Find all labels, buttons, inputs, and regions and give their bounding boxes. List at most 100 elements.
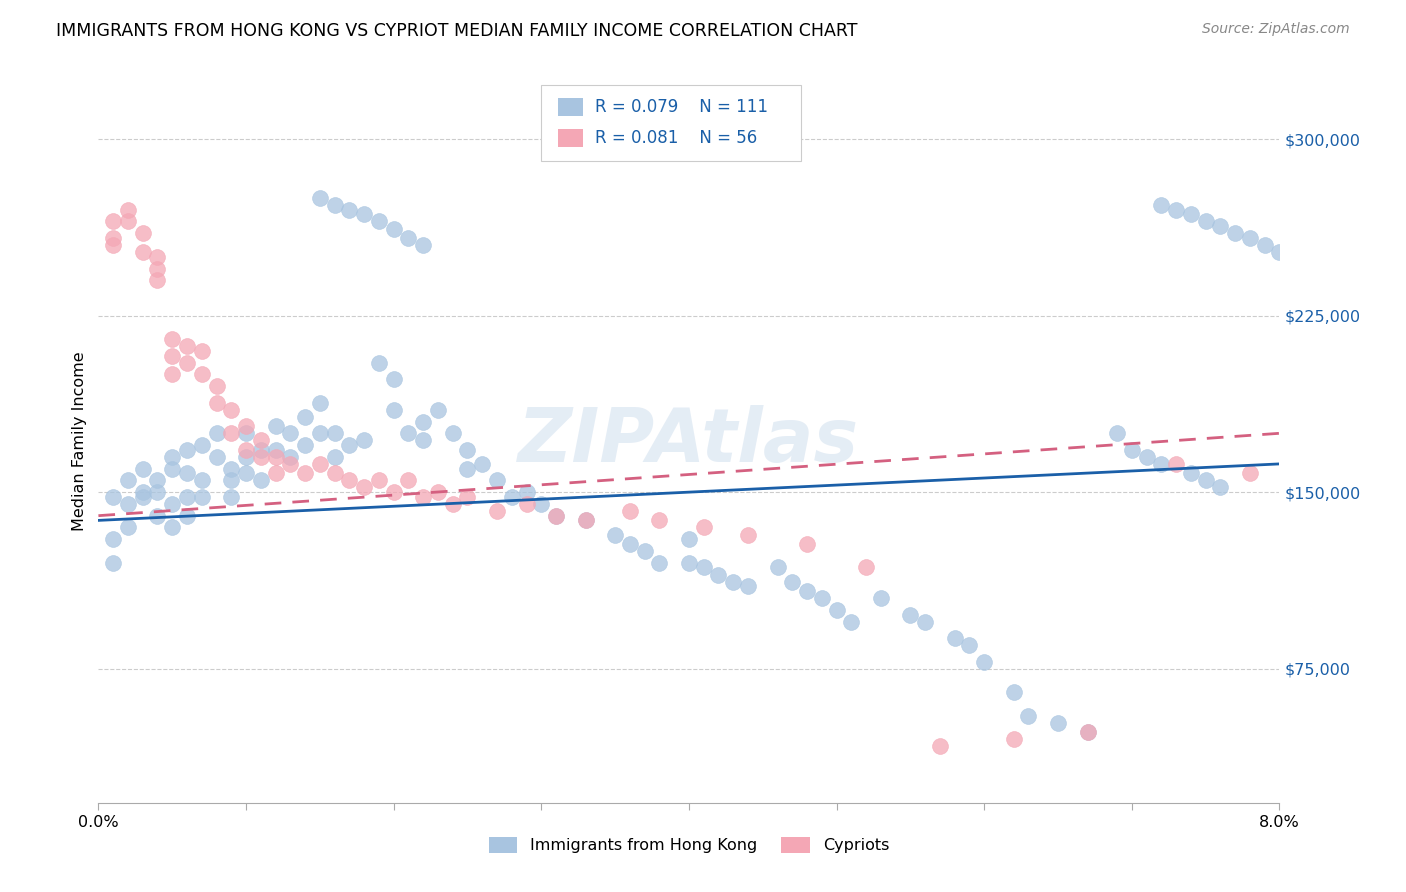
Point	[1254, 238, 1277, 252]
Point	[221, 426, 243, 441]
Point	[1121, 442, 1143, 457]
Point	[605, 527, 627, 541]
Point	[546, 508, 568, 523]
Point	[412, 490, 434, 504]
Point	[205, 450, 228, 464]
Point	[1002, 685, 1025, 699]
Point	[841, 615, 863, 629]
Point	[1166, 202, 1188, 217]
Point	[441, 426, 464, 441]
Point	[176, 467, 198, 481]
Point	[782, 574, 804, 589]
Point	[103, 556, 125, 570]
Legend: Immigrants from Hong Kong, Cypriots: Immigrants from Hong Kong, Cypriots	[482, 830, 896, 860]
Point	[1225, 226, 1247, 240]
Point	[162, 461, 183, 475]
Point	[250, 434, 273, 448]
Point	[221, 461, 243, 475]
Point	[1077, 725, 1099, 739]
Point	[796, 537, 818, 551]
Point	[103, 231, 125, 245]
Point	[235, 419, 257, 434]
Point	[516, 497, 538, 511]
Point	[368, 356, 391, 370]
Point	[250, 442, 273, 457]
Point	[457, 490, 479, 504]
Point	[117, 497, 139, 511]
Point	[162, 368, 183, 382]
Point	[1150, 457, 1173, 471]
Point	[250, 474, 273, 488]
Point	[205, 426, 228, 441]
Text: ZIPAtlas: ZIPAtlas	[519, 405, 859, 478]
Point	[398, 474, 420, 488]
Point	[339, 202, 361, 217]
Point	[132, 490, 155, 504]
Point	[191, 438, 214, 452]
Text: R = 0.079    N = 111: R = 0.079 N = 111	[595, 98, 768, 116]
Point	[176, 508, 198, 523]
Point	[457, 442, 479, 457]
Point	[323, 198, 346, 212]
Point	[280, 450, 302, 464]
Point	[280, 426, 302, 441]
Point	[914, 615, 936, 629]
Text: IMMIGRANTS FROM HONG KONG VS CYPRIOT MEDIAN FAMILY INCOME CORRELATION CHART: IMMIGRANTS FROM HONG KONG VS CYPRIOT MED…	[56, 22, 858, 40]
Point	[412, 415, 434, 429]
Point	[309, 191, 332, 205]
Point	[146, 508, 169, 523]
Point	[132, 245, 155, 260]
Point	[382, 372, 405, 386]
Point	[1046, 715, 1070, 730]
Point	[191, 490, 214, 504]
Point	[486, 504, 509, 518]
Point	[191, 368, 214, 382]
Point	[870, 591, 893, 605]
Point	[1136, 450, 1159, 464]
Point	[382, 221, 405, 235]
Point	[176, 490, 198, 504]
Point	[648, 513, 671, 527]
Point	[353, 480, 375, 494]
Point	[619, 537, 641, 551]
Point	[323, 467, 346, 481]
Point	[530, 497, 553, 511]
Point	[1166, 457, 1188, 471]
Point	[264, 442, 287, 457]
Point	[929, 739, 952, 754]
Point	[486, 474, 509, 488]
Point	[1002, 732, 1025, 747]
Point	[796, 584, 818, 599]
Point	[707, 567, 730, 582]
Point	[162, 450, 183, 464]
Point	[221, 474, 243, 488]
Point	[382, 485, 405, 500]
Point	[648, 556, 671, 570]
Point	[221, 490, 243, 504]
Point	[323, 426, 346, 441]
Point	[412, 238, 434, 252]
Point	[368, 474, 391, 488]
Point	[1077, 725, 1099, 739]
Point	[398, 231, 420, 245]
Point	[619, 504, 641, 518]
Point	[693, 560, 716, 574]
Point	[294, 438, 316, 452]
Point	[382, 402, 405, 417]
Point	[132, 485, 155, 500]
Point	[294, 467, 316, 481]
Point	[323, 450, 346, 464]
Point	[146, 485, 169, 500]
Point	[1268, 245, 1291, 260]
Point	[235, 467, 257, 481]
Point	[959, 638, 981, 652]
Point	[235, 442, 257, 457]
Point	[1018, 708, 1040, 723]
Point	[146, 474, 169, 488]
Point	[457, 461, 479, 475]
Point	[634, 544, 657, 558]
Point	[1209, 480, 1232, 494]
Point	[117, 520, 139, 534]
Point	[280, 457, 302, 471]
Point	[766, 560, 789, 574]
